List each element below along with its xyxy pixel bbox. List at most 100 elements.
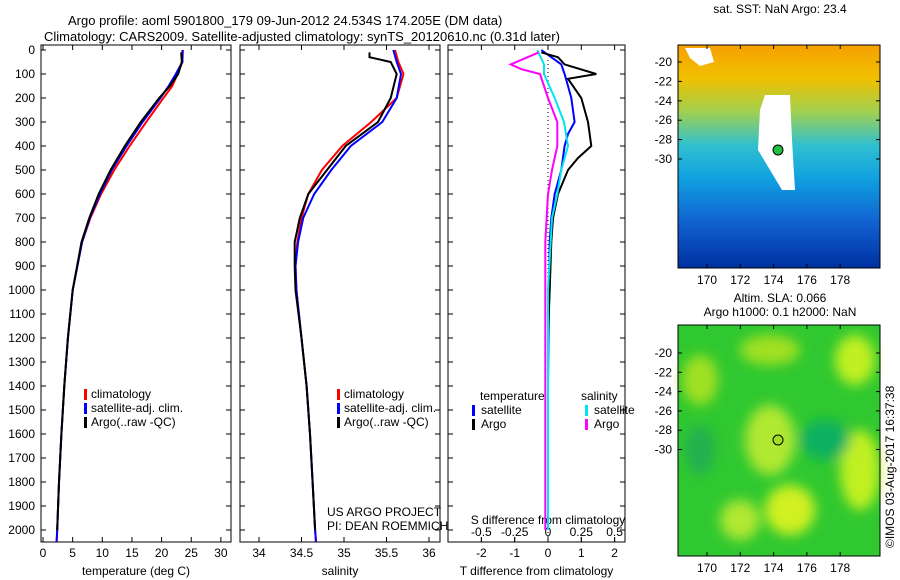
lat-tick-label: -26	[655, 404, 673, 418]
lat-tick-label: -22	[655, 365, 673, 379]
lat-tick-label: -20	[655, 55, 673, 69]
x-tick-label: 30	[214, 546, 228, 560]
legend-label: Argo	[481, 417, 507, 431]
legend-label: Argo	[594, 417, 620, 431]
depth-tick-label: 400	[15, 139, 35, 153]
x-tick-label: 5	[69, 546, 76, 560]
series-argo-raw-qc-	[56, 52, 183, 531]
depth-tick-label: 1600	[8, 427, 35, 441]
depth-tick-label: 1500	[8, 403, 35, 417]
x-tick-label: 10	[96, 546, 110, 560]
s-tick-label: 0.5	[606, 525, 623, 539]
depth-tick-label: 1900	[8, 499, 35, 513]
sst-map-frame	[677, 44, 881, 269]
x-tick-label: 20	[155, 546, 169, 560]
legend-swatch	[84, 389, 87, 400]
x-tick-label: 25	[185, 546, 199, 560]
annotation-text: US ARGO PROJECT	[327, 505, 442, 519]
lat-tick-label: -30	[655, 443, 673, 457]
legend-swatch	[337, 417, 340, 428]
series-s-satellite	[536, 49, 570, 530]
sst-map-title: sat. SST: NaN Argo: 23.4	[713, 2, 847, 16]
x-tick-label: -2	[476, 546, 487, 560]
legend-swatch	[337, 389, 340, 400]
depth-tick-label: 600	[15, 187, 35, 201]
x-tick-label: 2	[611, 546, 618, 560]
sla-map	[677, 324, 881, 557]
lon-tick-label: 170	[697, 561, 717, 575]
legend-swatch	[337, 403, 340, 414]
lat-tick-label: -20	[655, 346, 673, 360]
x-tick-label: 35.5	[375, 546, 399, 560]
argo-location-marker-sla	[772, 434, 784, 446]
lat-tick-label: -26	[655, 113, 673, 127]
x-tick-label: 34	[252, 546, 266, 560]
lat-tick-label: -30	[655, 152, 673, 166]
series-argo-raw-qc-	[293, 52, 398, 531]
legend-label: climatology	[344, 387, 404, 401]
x-tick-label: 35	[337, 546, 351, 560]
s-tick-label: 0.25	[570, 525, 594, 539]
depth-tick-label: 300	[15, 115, 35, 129]
series-climatology	[55, 49, 184, 543]
s-tick-label: -0.5	[471, 525, 492, 539]
lat-tick-label: -24	[655, 94, 673, 108]
depth-tick-label: 900	[15, 259, 35, 273]
title-line-2: Climatology: CARS2009. Satellite-adjuste…	[44, 29, 560, 44]
depth-tick-label: 200	[15, 91, 35, 105]
legend-label: Argo(..raw -QC)	[91, 415, 176, 429]
lon-tick-label: 176	[797, 561, 817, 575]
missing-data-patch	[758, 95, 795, 190]
s-tick-label: -0.25	[501, 525, 529, 539]
depth-tick-label: 1800	[8, 475, 35, 489]
legend-swatch	[84, 403, 87, 414]
x-tick-label: 0	[545, 546, 552, 560]
x-tick-label: 0	[40, 546, 47, 560]
lon-tick-label: 174	[764, 273, 784, 287]
x-axis-label: temperature (deg C)	[82, 564, 190, 578]
depth-tick-label: 2000	[8, 523, 35, 537]
lon-tick-label: 174	[764, 561, 784, 575]
legend-label: Argo(..raw -QC)	[344, 415, 429, 429]
lon-tick-label: 178	[830, 561, 850, 575]
lat-tick-label: -24	[655, 385, 673, 399]
lon-tick-label: 172	[730, 273, 750, 287]
x-axis-label: salinity	[322, 564, 359, 578]
plot-frame-2	[239, 44, 441, 543]
sla-map-frame	[677, 324, 881, 557]
depth-tick-label: 1100	[9, 307, 35, 321]
series-s-argo	[508, 51, 559, 530]
plot-frame-3	[447, 44, 626, 543]
legend-swatch	[472, 405, 475, 416]
depth-tick-label: 0	[28, 43, 35, 57]
legend-swatch	[585, 419, 588, 430]
legend-swatch	[84, 417, 87, 428]
argo-location-marker	[772, 144, 784, 156]
x-tick-label: 36	[422, 546, 436, 560]
depth-tick-label: 1200	[8, 331, 35, 345]
lat-tick-label: -28	[655, 423, 673, 437]
legend-group-title: temperature	[480, 389, 545, 403]
title-line-1: Argo profile: aoml 5901800_179 09-Jun-20…	[68, 13, 503, 28]
lat-tick-label: -28	[655, 133, 673, 147]
sst-map	[677, 44, 881, 269]
s-tick-label: 0	[545, 525, 552, 539]
legend-label: climatology	[91, 387, 151, 401]
sla-map-title-1: Altim. SLA: 0.066	[734, 291, 827, 305]
depth-tick-label: 1300	[8, 355, 35, 369]
credit-text: ©IMOS 03-Aug-2017 16:37:38	[883, 385, 897, 548]
lat-tick-label: -22	[655, 74, 673, 88]
legend-swatch	[585, 405, 588, 416]
depth-tick-label: 100	[15, 67, 35, 81]
legend-label: satellite-adj. clim.	[91, 401, 183, 415]
legend-label: satellite	[594, 403, 635, 417]
depth-tick-label: 500	[15, 163, 35, 177]
x-tick-label: 15	[125, 546, 139, 560]
lon-tick-label: 170	[697, 273, 717, 287]
series-t-argo	[541, 51, 597, 530]
missing-data-patch-2	[685, 48, 714, 66]
sla-map-title-2: Argo h1000: 0.1 h2000: NaN	[704, 305, 857, 319]
legend-label: satellite-adj. clim.	[344, 401, 436, 415]
